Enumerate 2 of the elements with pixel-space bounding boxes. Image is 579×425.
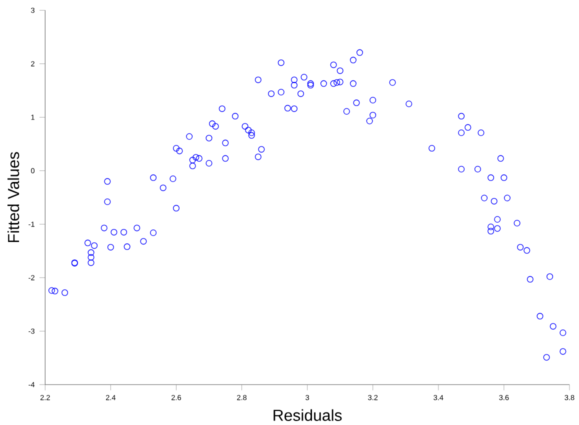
x-axis-title: Residuals	[274, 409, 342, 421]
y-axis-title: Fitted Values	[7, 152, 20, 242]
